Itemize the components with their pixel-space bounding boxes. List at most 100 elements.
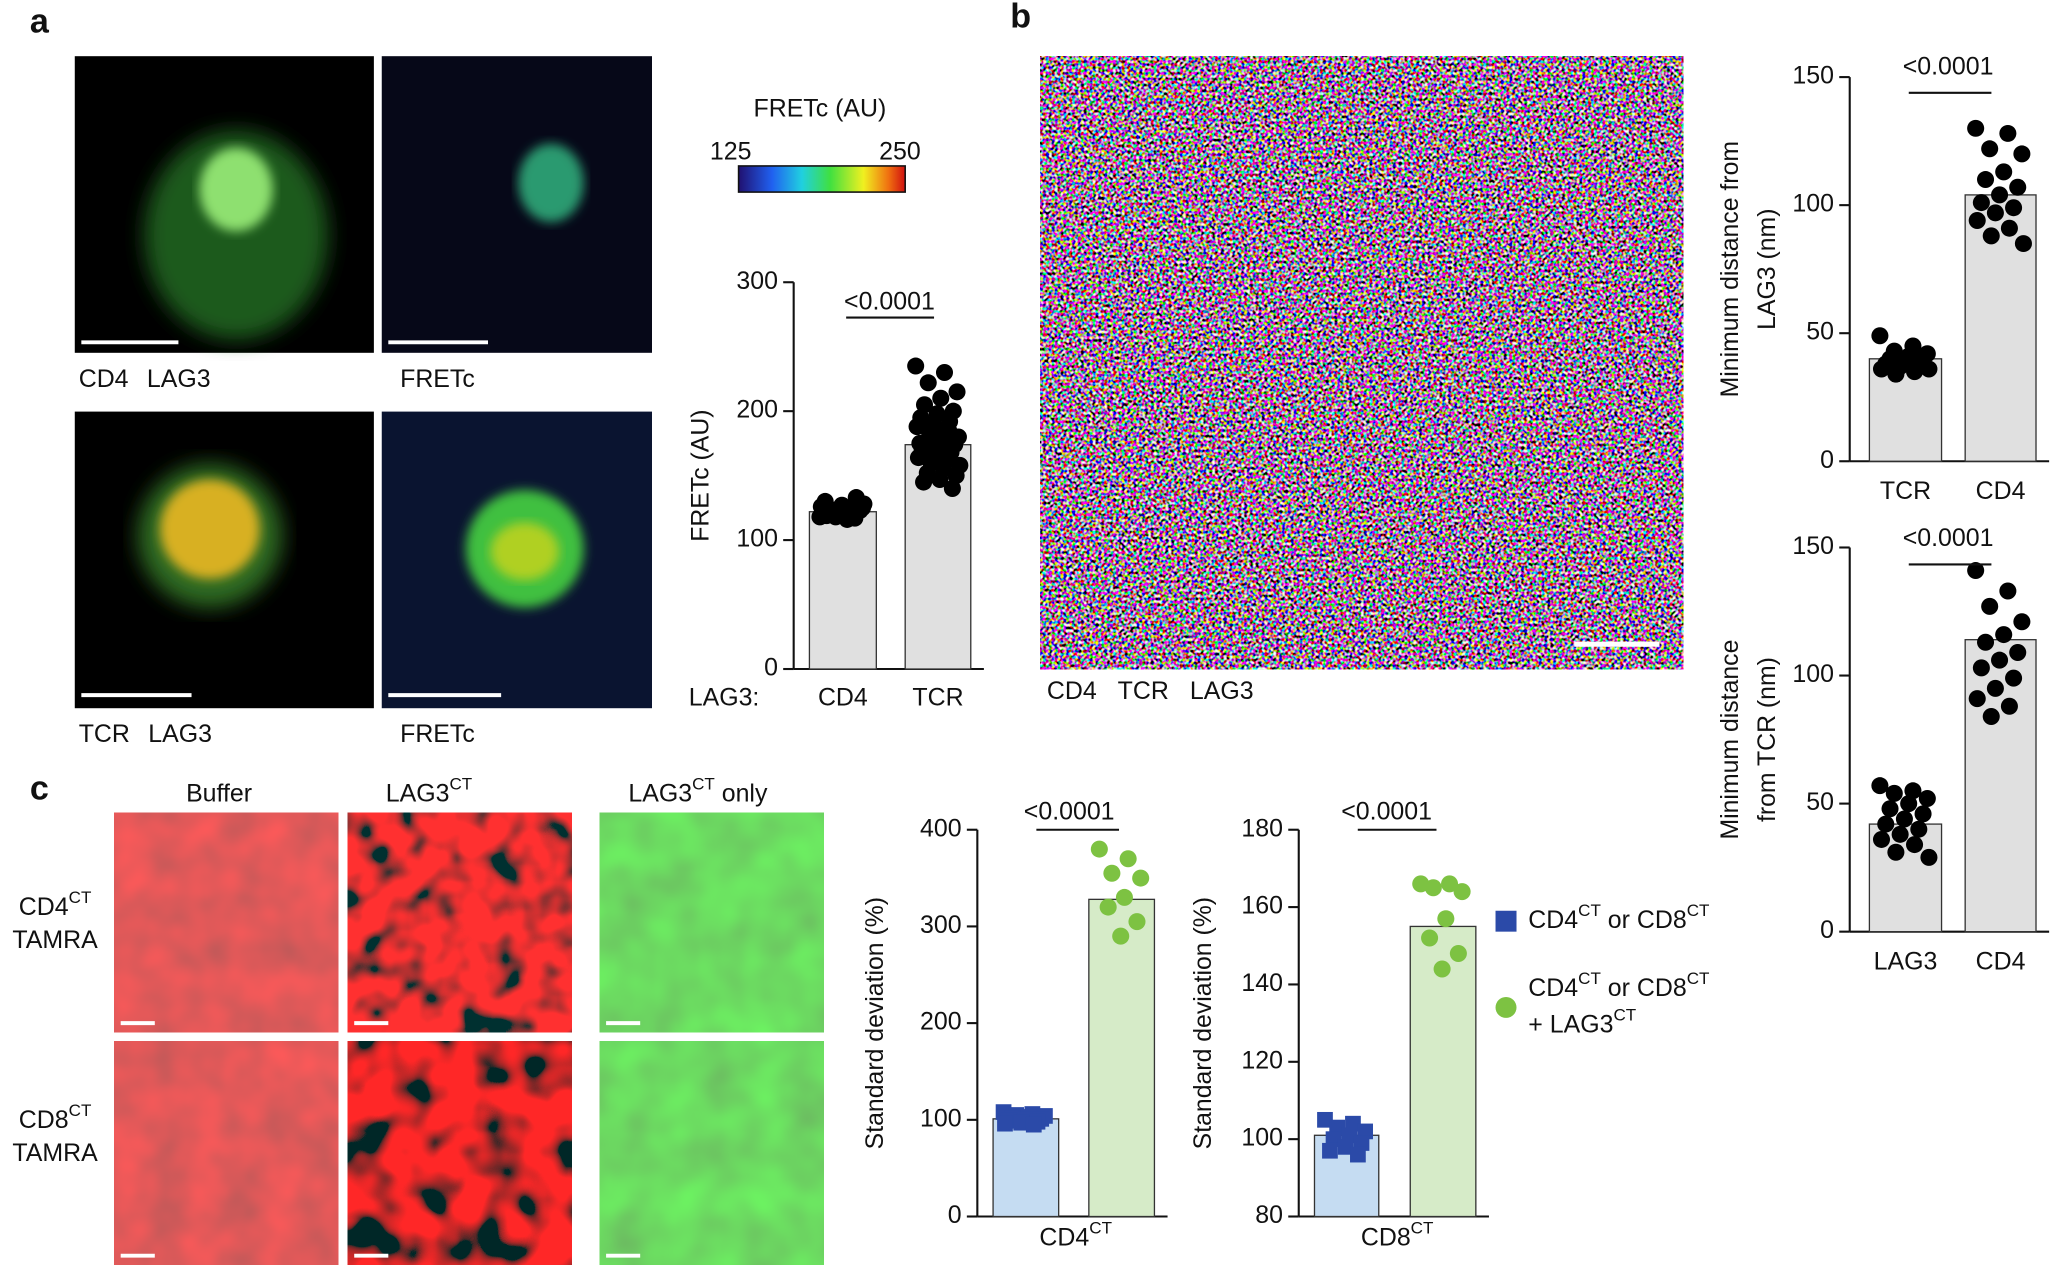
data-point (1871, 327, 1889, 345)
y-axis-label: FRETc (AU) (686, 409, 714, 541)
micrograph (114, 1041, 339, 1265)
data-point (2014, 235, 2032, 253)
x-tick-label: CD4 (1976, 477, 2026, 505)
data-point (1918, 789, 1936, 807)
legend-label: + LAG3CT (1528, 1006, 1636, 1038)
y-tick-label: 100 (736, 525, 778, 553)
data-point (908, 418, 926, 436)
data-point (943, 480, 961, 498)
cell-blob (518, 143, 584, 223)
micrograph (599, 812, 824, 1033)
data-point (1967, 562, 1985, 580)
image-label: FRETc (400, 365, 475, 393)
panel-letter: a (30, 3, 50, 41)
data-point (2000, 697, 2018, 715)
cell-blob (144, 130, 328, 340)
y-tick-label: 150 (1792, 62, 1834, 90)
cell-blob (199, 147, 273, 232)
data-point (1872, 830, 1891, 848)
text-segment: TAMRA (12, 1138, 98, 1166)
y-tick-label: 300 (736, 267, 778, 295)
data-point (2009, 178, 2027, 196)
data-point (1981, 140, 1999, 158)
row-label: CD4CT (19, 888, 92, 920)
text-segment: CT (1687, 901, 1710, 920)
micrograph (599, 1041, 824, 1265)
x-axis-label: CD4CT (1039, 1219, 1112, 1251)
data-point (1981, 597, 1999, 615)
data-point (1999, 124, 2017, 142)
legend-label: CD4CT or CD8CT (1528, 969, 1709, 1001)
image-label: FRETc (400, 720, 475, 748)
x-tick-label: CD4 (818, 684, 868, 712)
y-tick-label: 100 (1792, 190, 1834, 218)
micrograph (347, 812, 572, 1033)
data-point (2005, 199, 2023, 217)
text-segment: + LAG3 (1528, 1010, 1613, 1038)
bar (1088, 898, 1156, 1218)
panel-letter: b (1010, 0, 1031, 35)
x-tick-label: LAG3 (1874, 948, 1938, 976)
data-point (1128, 913, 1146, 931)
data-point (1995, 626, 2013, 644)
y-tick-label: 100 (1241, 1124, 1283, 1152)
data-point (1967, 119, 1985, 137)
data-point (919, 374, 937, 392)
y-tick-label: 50 (1806, 788, 1834, 816)
colorbar-label: FRETc (AU) (753, 94, 886, 122)
text-segment: CT (449, 774, 472, 793)
data-point (1887, 843, 1905, 861)
column-header: LAG3CT only (628, 774, 768, 806)
text-segment: CT (1578, 901, 1601, 920)
data-point (948, 383, 966, 401)
image-label: CD4 (79, 365, 129, 393)
data-point (1421, 929, 1439, 947)
data-point (1995, 163, 2013, 181)
data-point (1887, 365, 1905, 383)
data-point (1891, 825, 1909, 843)
data-point (2013, 145, 2031, 163)
data-point (1433, 960, 1451, 978)
micrograph (1040, 56, 1684, 670)
y-tick-label: 100 (920, 1104, 962, 1132)
data-point (1424, 879, 1442, 897)
image-label: TCR (1118, 677, 1169, 705)
data-point (1090, 840, 1108, 858)
text-segment: CT (69, 888, 92, 907)
micrograph (381, 56, 652, 353)
y-tick-label: 200 (736, 396, 778, 424)
data-point (1977, 171, 1995, 189)
data-point (1968, 212, 1986, 230)
y-tick-label: 0 (764, 654, 778, 682)
x-tick-label: TCR (1880, 477, 1931, 505)
image-label: LAG3 (147, 365, 211, 393)
y-tick-label: 180 (1241, 814, 1283, 842)
p-value: <0.0001 (1341, 797, 1432, 825)
data-point (1968, 690, 1986, 708)
p-value: <0.0001 (1903, 53, 1994, 81)
data-point (915, 396, 934, 414)
text-segment: TAMRA (12, 925, 98, 953)
y-tick-label: 150 (1792, 532, 1834, 560)
data-point (915, 473, 933, 491)
data-point (1986, 204, 2004, 222)
data-point (827, 508, 845, 526)
data-point (1982, 708, 2000, 726)
data-point (1441, 875, 1459, 893)
data-point (1920, 848, 1938, 866)
data-point (907, 357, 925, 375)
data-point (997, 1115, 1013, 1132)
bar (1964, 194, 2037, 462)
y-axis-label: Standard deviation (%) (861, 897, 889, 1149)
row-label: TAMRA (12, 1138, 98, 1166)
micrograph (114, 812, 339, 1033)
data-point (1920, 360, 1938, 378)
y-axis-label: Minimum distance from (1716, 141, 1744, 397)
y-tick-label: 120 (1241, 1046, 1283, 1074)
image-label: TCR (79, 720, 130, 748)
text-segment: CT (1578, 969, 1601, 988)
text-segment: CT (1089, 1219, 1112, 1238)
text-segment: LAG3 (628, 779, 692, 807)
y-tick-label: 100 (1792, 660, 1834, 688)
